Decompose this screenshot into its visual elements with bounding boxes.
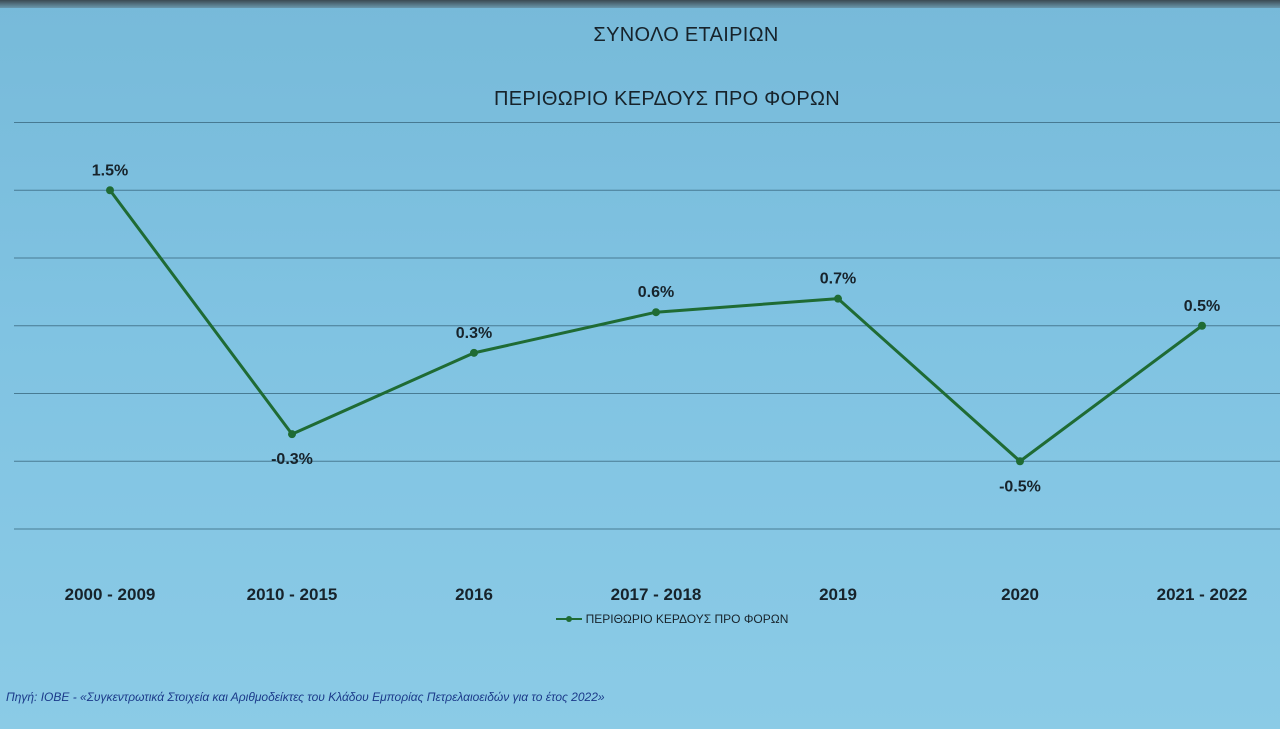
- data-label: 1.5%: [92, 162, 128, 179]
- x-axis-ticks: 2000 - 2009 2010 - 2015 2016 2017 - 2018 201…: [65, 585, 1248, 604]
- source-note: Πηγή: ΙΟΒΕ - «Συγκεντρωτικά Στοιχεία και…: [6, 690, 605, 704]
- data-label: 0.7%: [820, 271, 856, 288]
- data-label: 0.3%: [456, 325, 492, 342]
- x-tick-label: 2017 - 2018: [611, 585, 702, 604]
- data-points: [106, 186, 1206, 466]
- chart-subtitle: ΠΕΡΙΘΩΡΙΟ ΚΕΡΔΟΥΣ ΠΡΟ ΦΟΡΩΝ: [493, 88, 841, 110]
- data-labels: 1.5% -0.3% 0.3% 0.6% 0.7% -0.5% 0.5%: [92, 162, 1220, 495]
- data-label: -0.3%: [271, 451, 313, 468]
- x-tick-label: 2010 - 2015: [247, 585, 338, 604]
- data-point: [288, 430, 296, 439]
- x-tick-label: 2016: [455, 585, 493, 604]
- x-tick-label: 2021 - 2022: [1157, 585, 1248, 604]
- x-tick-label: 2000 - 2009: [65, 585, 156, 604]
- chart-title: ΣΥΝΟΛΟ ΕΤΑΙΡΙΩΝ: [593, 24, 779, 46]
- data-point: [1016, 457, 1024, 466]
- gridlines: [14, 122, 1280, 530]
- projector-top-border: [0, 0, 1280, 8]
- legend: ΠΕΡΙΘΩΡΙΟ ΚΕΡΔΟΥΣ ΠΡΟ ΦΟΡΩΝ: [0, 612, 1280, 627]
- x-tick-label: 2020: [1001, 585, 1039, 604]
- data-point: [834, 294, 842, 303]
- legend-line-marker-icon: [555, 614, 582, 624]
- x-tick-label: 2019: [819, 585, 857, 604]
- legend-label: ΠΕΡΙΘΩΡΙΟ ΚΕΡΔΟΥΣ ΠΡΟ ΦΟΡΩΝ: [585, 612, 789, 626]
- data-label: -0.5%: [999, 478, 1041, 495]
- data-point: [470, 348, 478, 357]
- data-point: [106, 186, 114, 195]
- data-point: [652, 308, 660, 317]
- data-label: 0.6%: [638, 284, 674, 301]
- data-label: 0.5%: [1184, 298, 1220, 315]
- data-point: [1198, 321, 1206, 330]
